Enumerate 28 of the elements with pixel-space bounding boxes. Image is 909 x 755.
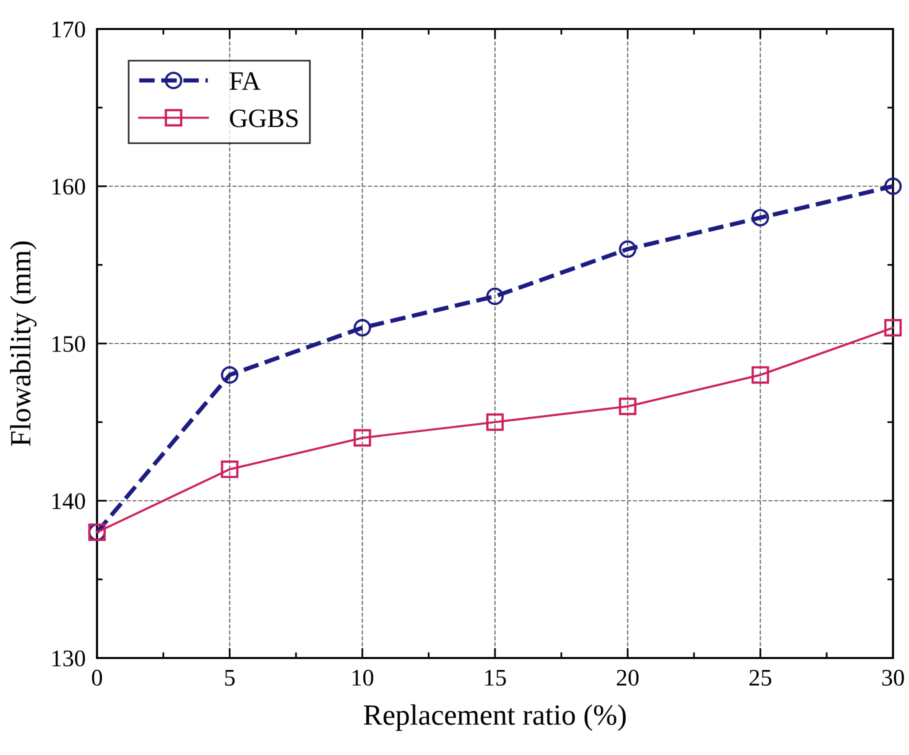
point — [752, 366, 770, 384]
x-tick-label: 5 — [225, 670, 235, 686]
legend-label: FA — [230, 72, 261, 90]
point — [752, 208, 770, 226]
point — [884, 178, 902, 195]
y-tick-label: 130 — [52, 650, 85, 666]
y-axis-title: Flowability (mm) — [10, 241, 37, 446]
y-tick-label: 140 — [52, 493, 85, 510]
y-tick-label: 170 — [52, 21, 85, 38]
x-tick-label: 10 — [352, 670, 374, 686]
point — [618, 240, 636, 258]
x-tick-label: 20 — [616, 670, 639, 686]
point — [884, 319, 902, 337]
point — [486, 288, 504, 306]
x-axis-title: Replacement ratio (%) — [364, 704, 626, 731]
point — [486, 413, 504, 431]
x-tick-label: 30 — [882, 670, 904, 686]
x-tick-label: 15 — [485, 670, 506, 686]
legend-label: GGBS — [230, 110, 298, 128]
point — [220, 460, 238, 478]
x-tick-label: 0 — [92, 670, 102, 686]
y-tick-label: 160 — [52, 178, 85, 195]
point — [220, 366, 238, 384]
point — [618, 398, 636, 416]
point — [354, 429, 372, 447]
y-tick-label: 150 — [52, 336, 85, 352]
point — [354, 319, 372, 337]
x-tick-label: 25 — [750, 670, 772, 686]
